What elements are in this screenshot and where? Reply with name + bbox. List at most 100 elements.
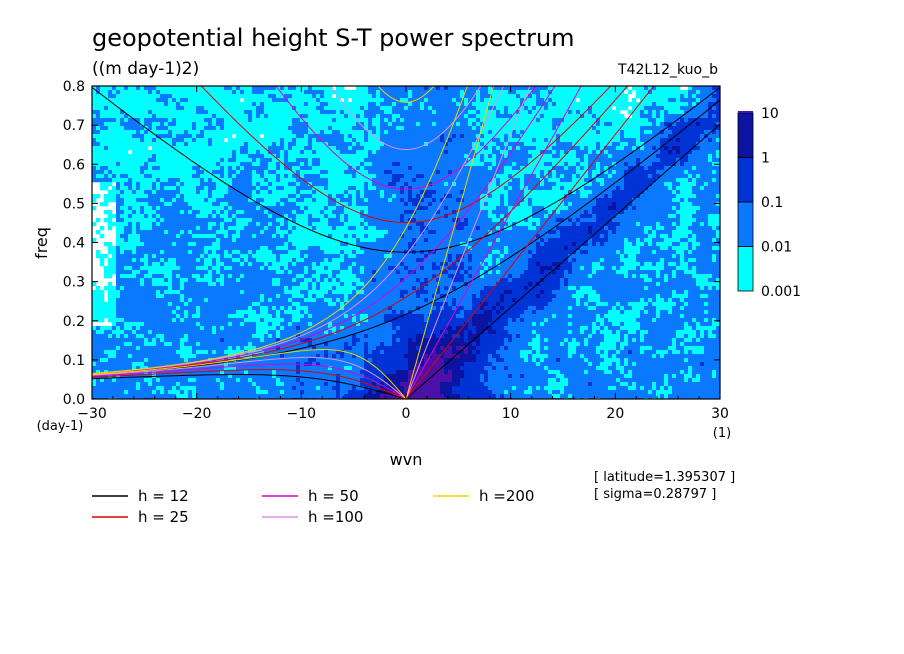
heatmap-cell (264, 170, 269, 175)
heatmap-cell (252, 322, 257, 327)
heatmap-cell (164, 258, 169, 263)
heatmap-cell (292, 346, 297, 351)
heatmap-cell (136, 166, 141, 171)
heatmap-cell (220, 254, 225, 259)
heatmap-cell (340, 218, 345, 223)
heatmap-cell (92, 170, 97, 175)
heatmap-cell (216, 226, 221, 231)
heatmap-cell (212, 390, 217, 395)
heatmap-cell (144, 378, 149, 383)
heatmap-cell (176, 102, 181, 107)
heatmap-cell (120, 274, 125, 279)
heatmap-cell (304, 142, 309, 147)
heatmap-cell (128, 298, 133, 303)
heatmap-cell (192, 146, 197, 151)
heatmap-cell (336, 370, 341, 375)
heatmap-cell (296, 142, 301, 147)
heatmap-cell (160, 154, 165, 159)
heatmap-cell (332, 106, 337, 111)
heatmap-cell (208, 374, 213, 379)
heatmap-cell (272, 114, 277, 119)
heatmap-cell (248, 138, 253, 143)
heatmap-cell (184, 378, 189, 383)
heatmap-cell (212, 122, 217, 127)
heatmap-cell (292, 130, 297, 135)
heatmap-cell (312, 350, 317, 355)
heatmap-cell (228, 350, 233, 355)
heatmap-cell (276, 326, 281, 331)
heatmap-cell (312, 194, 317, 199)
heatmap-cell (188, 342, 193, 347)
heatmap-cell (212, 110, 217, 115)
heatmap-cell (240, 282, 245, 287)
heatmap-cell (220, 198, 225, 203)
heatmap-cell (100, 254, 105, 259)
heatmap-cell (316, 98, 321, 103)
heatmap-cell (152, 214, 157, 219)
heatmap-cell (296, 102, 301, 107)
heatmap-cell (176, 210, 181, 215)
heatmap-cell (296, 206, 301, 211)
heatmap-cell (156, 154, 161, 159)
heatmap-cell (184, 326, 189, 331)
heatmap-cell (316, 362, 321, 367)
heatmap-cell (140, 386, 145, 391)
heatmap-cell (336, 302, 341, 307)
heatmap-cell (348, 258, 353, 263)
heatmap-cell (276, 102, 281, 107)
heatmap-cell (292, 246, 297, 251)
heatmap-cell (176, 158, 181, 163)
heatmap-cell (140, 222, 145, 227)
heatmap-cell (288, 258, 293, 263)
heatmap-cell (128, 106, 133, 111)
heatmap-cell (248, 294, 253, 299)
heatmap-cell (168, 194, 173, 199)
heatmap-cell (164, 274, 169, 279)
heatmap-cell (172, 254, 177, 259)
heatmap-cell (268, 142, 273, 147)
heatmap-cell (256, 166, 261, 171)
heatmap-cell (200, 106, 205, 111)
heatmap-cell (316, 86, 321, 91)
heatmap-cell (100, 378, 105, 383)
heatmap-cell (120, 354, 125, 359)
heatmap-cell (212, 262, 217, 267)
heatmap-cell (96, 166, 101, 171)
heatmap-cell (112, 310, 117, 315)
heatmap-cell (168, 162, 173, 167)
heatmap-cell (296, 150, 301, 155)
heatmap-cell (96, 114, 101, 119)
heatmap-cell (340, 266, 345, 271)
heatmap-cell (264, 226, 269, 231)
heatmap-cell (216, 318, 221, 323)
heatmap-cell (252, 134, 257, 139)
heatmap-cell (336, 166, 341, 171)
heatmap-cell (132, 238, 137, 243)
heatmap-cell (196, 98, 201, 103)
heatmap-cell (324, 86, 329, 91)
heatmap-cell (112, 298, 117, 303)
heatmap-cell (268, 230, 273, 235)
heatmap-cell (184, 178, 189, 183)
heatmap-cell (268, 158, 273, 163)
heatmap-cell (196, 142, 201, 147)
heatmap-cell (144, 258, 149, 263)
heatmap-cell (140, 250, 145, 255)
heatmap-cell (184, 214, 189, 219)
heatmap-cell (284, 358, 289, 363)
heatmap-cell (340, 134, 345, 139)
power-spectrum-heatmap (92, 86, 720, 399)
heatmap-cell (132, 130, 137, 135)
heatmap-cell (272, 162, 277, 167)
heatmap-cell (268, 318, 273, 323)
heatmap-cell (324, 118, 329, 123)
heatmap-cell (280, 94, 285, 99)
heatmap-cell (328, 306, 333, 311)
heatmap-cell (204, 238, 209, 243)
heatmap-cell (316, 234, 321, 239)
heatmap-cell (324, 374, 329, 379)
heatmap-cell (300, 366, 305, 371)
heatmap-cell (164, 154, 169, 159)
heatmap-cell (192, 238, 197, 243)
heatmap-cell (140, 314, 145, 319)
